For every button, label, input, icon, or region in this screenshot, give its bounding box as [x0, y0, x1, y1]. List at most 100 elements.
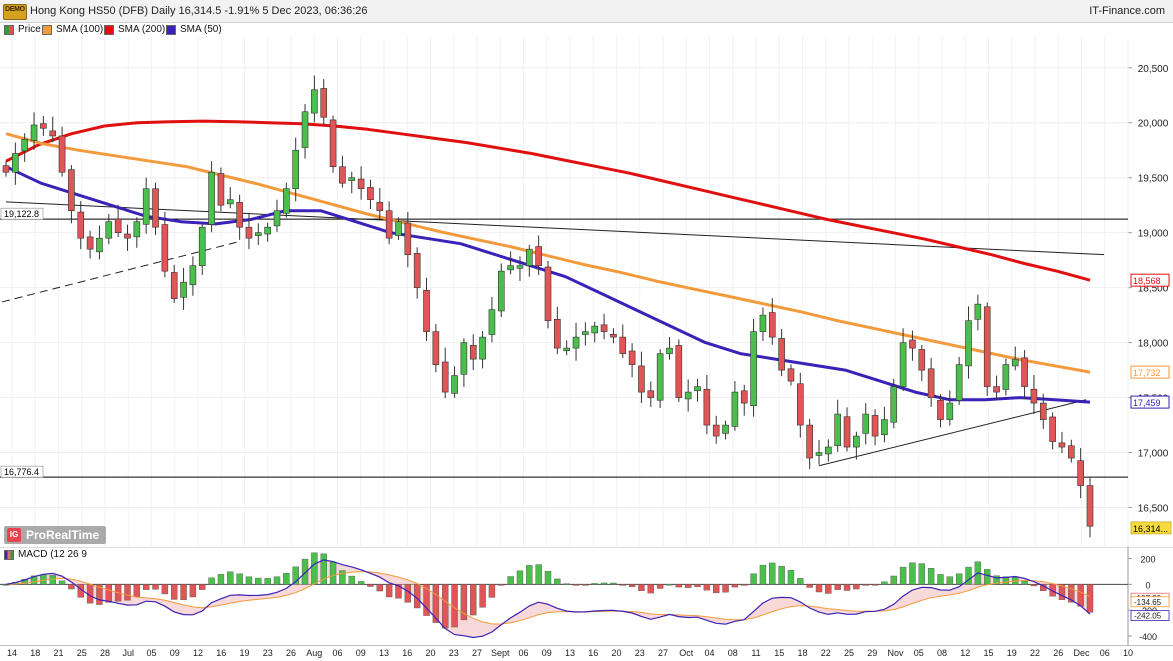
macd-histogram-bar: [264, 578, 271, 585]
candle-body: [301, 111, 309, 148]
macd-histogram-bar: [507, 576, 514, 585]
candle-body: [965, 320, 972, 367]
macd-histogram-bar: [395, 584, 402, 599]
macd-histogram-bar: [955, 573, 963, 585]
macd-histogram-bar: [797, 578, 804, 585]
xtick-label: 21: [53, 648, 64, 658]
price-chart[interactable]: 16,50017,00017,50018,00018,50019,00019,5…: [0, 37, 1173, 546]
candle-body: [264, 226, 271, 235]
macd-histogram-bar: [1021, 581, 1028, 585]
macd-histogram-bar: [572, 584, 580, 586]
legend-item-sma100[interactable]: SMA (100): [42, 24, 103, 35]
ytick-label: 20,000: [1138, 119, 1169, 130]
macd-value-tag: [1130, 596, 1170, 608]
macd-histogram-bar: [853, 584, 860, 590]
level-tag-label: 19,122.8: [4, 209, 39, 219]
xtick-label: Aug: [306, 648, 323, 658]
macd-histogram-bar: [591, 583, 598, 585]
candle-body: [797, 383, 804, 426]
macd-histogram-bar: [1068, 584, 1075, 603]
legend-item-price[interactable]: Price: [4, 24, 41, 35]
xtick-label: 08: [727, 648, 738, 658]
macd-histogram-bar: [787, 569, 795, 585]
macd-histogram-bar: [965, 566, 972, 585]
xtick-label: 18: [30, 648, 41, 658]
macd-histogram-bar: [890, 575, 897, 585]
xtick-label: 15: [983, 648, 994, 658]
xtick-label: Dec: [1073, 648, 1090, 658]
candle-body: [395, 221, 402, 236]
macd-histogram-bar: [694, 584, 701, 587]
candle-body: [862, 413, 870, 434]
macd-histogram-bar: [600, 582, 608, 585]
candle-body: [881, 419, 888, 436]
macd-swatch: [4, 549, 14, 560]
level-tag-label: 16,776.4: [4, 467, 39, 477]
candle-body: [180, 281, 187, 298]
macd-histogram-bar: [376, 584, 383, 592]
legend-swatch-sma50: [166, 24, 176, 35]
candle-body: [40, 123, 47, 129]
candle-body: [488, 309, 496, 335]
candle-body: [357, 178, 365, 190]
candle-body: [385, 210, 393, 239]
xtick-label: 19: [1006, 648, 1017, 658]
candle-body: [516, 265, 524, 269]
macd-histogram-bar: [675, 584, 683, 588]
macd-histogram-bar: [199, 584, 206, 590]
candle-body: [750, 331, 757, 407]
legend-item-sma200[interactable]: SMA (200): [104, 24, 165, 35]
macd-histogram-bar: [498, 584, 505, 586]
candle-body: [638, 365, 645, 393]
macd-value-tag: [1130, 610, 1170, 622]
candle-body: [610, 333, 617, 338]
candle-body: [208, 171, 215, 225]
candle-body: [152, 188, 159, 228]
macd-histogram-bar: [778, 566, 785, 585]
xtick-label: 13: [564, 648, 576, 658]
macd-histogram-bar: [927, 568, 935, 585]
candle-body: [2, 165, 10, 173]
macd-histogram-bar: [1086, 584, 1094, 613]
macd-histogram-bar: [357, 581, 365, 585]
candle-body: [815, 452, 823, 456]
macd-histogram-bar: [1049, 584, 1056, 597]
xtick-label: 23: [634, 648, 645, 658]
candle-body: [479, 336, 486, 360]
candle-body: [441, 361, 449, 393]
xtick-label: 13: [378, 648, 390, 658]
macd-histogram-bar: [516, 570, 524, 585]
level-tag-box: [0, 465, 44, 478]
candle-body: [825, 446, 832, 455]
macd-legend: MACD (12 26 9: [4, 549, 87, 560]
candle-body: [283, 188, 290, 214]
ytick-label: 17,000: [1138, 449, 1169, 460]
macd-histogram-bar: [432, 584, 440, 623]
macd-histogram-bar: [40, 574, 47, 585]
prorealtime-watermark: IG ProRealTime: [4, 526, 106, 544]
candle-body: [619, 336, 627, 354]
xtick-label: 26: [285, 648, 297, 658]
candle-body: [142, 188, 150, 225]
candle-body: [245, 226, 253, 239]
candle-body: [49, 130, 57, 137]
macd-histogram-bar: [273, 576, 281, 585]
candle-body: [740, 390, 748, 404]
macd-histogram-bar: [320, 553, 327, 585]
candle-body: [105, 221, 113, 239]
xtick-label: 23: [448, 648, 459, 658]
candle-body: [582, 331, 589, 335]
xtick-label: 25: [76, 648, 87, 658]
candle-body: [834, 413, 841, 447]
candle-body: [255, 232, 262, 236]
macd-histogram-bar: [918, 563, 925, 585]
sma-value-tag: [1130, 395, 1170, 409]
legend-item-sma50[interactable]: SMA (50): [166, 24, 222, 35]
candle-body: [30, 124, 38, 141]
x-axis: 14 18 21 25 28 Jul 05 09 12 16 19 23 26 Aug 06 09 13 16 20…: [0, 645, 1173, 661]
candle-body: [843, 416, 851, 448]
macd-histogram-bar: [703, 584, 711, 591]
xtick-label: 27: [657, 648, 669, 658]
macd-histogram-bar: [937, 574, 944, 585]
